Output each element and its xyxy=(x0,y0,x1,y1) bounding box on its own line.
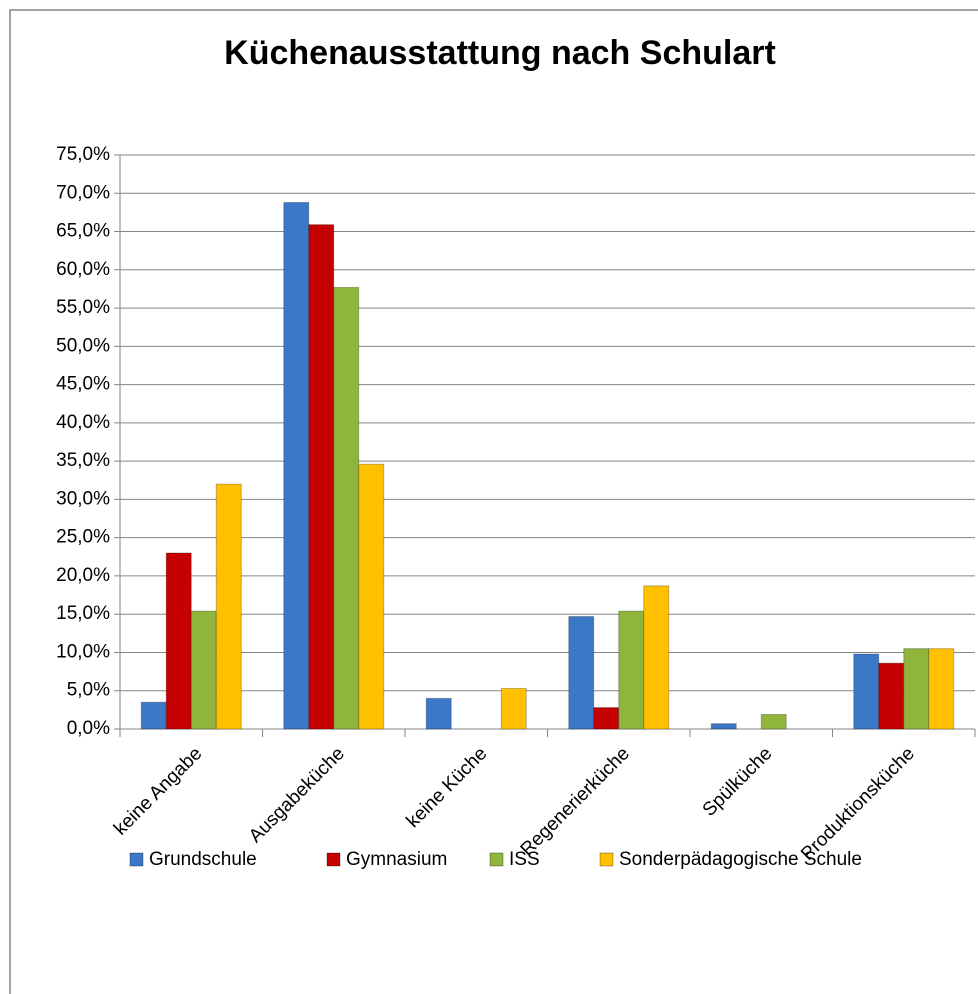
y-tick-label: 15,0% xyxy=(56,603,110,624)
legend-swatch xyxy=(489,852,504,867)
bar xyxy=(903,648,930,730)
bar xyxy=(140,701,167,730)
bar xyxy=(165,552,192,730)
y-tick-label: 25,0% xyxy=(56,527,110,548)
y-tick-label: 75,0% xyxy=(56,144,110,165)
bar xyxy=(425,697,452,730)
bar xyxy=(710,723,737,730)
bar xyxy=(568,615,595,730)
bar xyxy=(500,687,527,730)
bar xyxy=(853,653,880,730)
y-tick-label: 50,0% xyxy=(56,335,110,356)
bar xyxy=(190,610,217,730)
chart-border xyxy=(9,9,978,994)
bar xyxy=(333,286,360,730)
y-tick-label: 60,0% xyxy=(56,259,110,280)
bar xyxy=(308,224,335,730)
y-tick-label: 20,0% xyxy=(56,565,110,586)
legend-label: Sonderpädagogische Schule xyxy=(619,849,862,870)
y-tick-label: 65,0% xyxy=(56,221,110,242)
y-tick-label: 10,0% xyxy=(56,641,110,662)
bar xyxy=(878,662,905,730)
bar xyxy=(760,713,787,730)
bar xyxy=(358,463,385,730)
legend-label: Grundschule xyxy=(149,849,257,870)
bar xyxy=(215,483,242,730)
legend-label: ISS xyxy=(509,849,540,870)
y-tick-label: 30,0% xyxy=(56,488,110,509)
bar xyxy=(283,201,310,730)
y-tick-label: 55,0% xyxy=(56,297,110,318)
legend-swatch xyxy=(326,852,341,867)
bar xyxy=(928,648,955,730)
y-tick-label: 70,0% xyxy=(56,182,110,203)
y-tick-label: 0,0% xyxy=(67,718,110,739)
y-tick-label: 5,0% xyxy=(67,680,110,701)
bar xyxy=(643,585,670,730)
bar xyxy=(593,707,620,730)
chart-title: Küchenausstattung nach Schulart xyxy=(224,34,776,72)
legend-swatch xyxy=(129,852,144,867)
y-tick-label: 35,0% xyxy=(56,450,110,471)
y-tick-label: 40,0% xyxy=(56,412,110,433)
legend-swatch xyxy=(599,852,614,867)
legend-label: Gymnasium xyxy=(346,849,447,870)
bar xyxy=(618,610,645,730)
y-tick-label: 45,0% xyxy=(56,374,110,395)
